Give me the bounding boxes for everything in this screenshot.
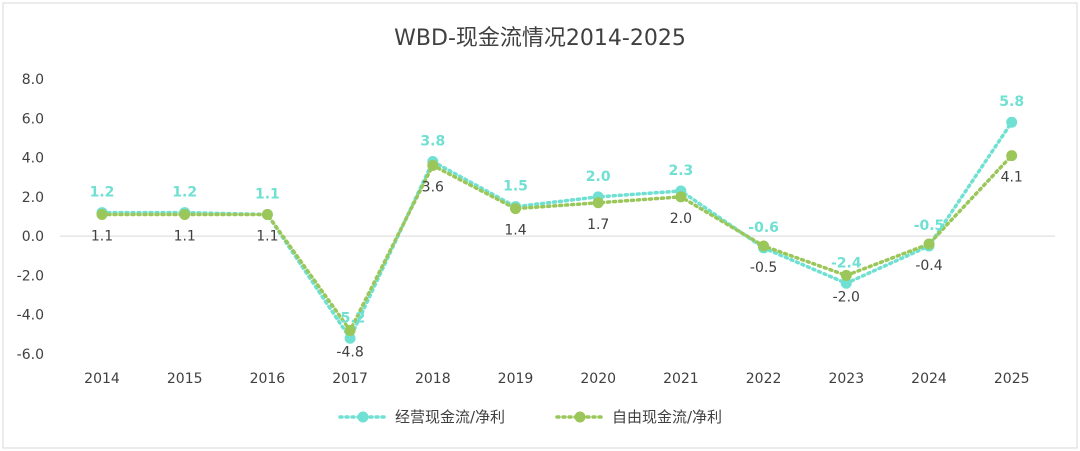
data-point <box>592 197 604 209</box>
data-label: 3.6 <box>422 179 444 195</box>
x-tick-label: 2016 <box>250 371 286 387</box>
data-label: -2.0 <box>833 289 860 305</box>
x-tick-label: 2015 <box>167 371 203 387</box>
x-tick-label: 2014 <box>84 371 120 387</box>
data-point <box>1006 150 1018 162</box>
x-tick-label: 2025 <box>994 371 1030 387</box>
series-line <box>100 153 1014 334</box>
data-label: 2.3 <box>668 163 693 179</box>
x-tick-label: 2021 <box>663 371 699 387</box>
data-point <box>840 269 852 281</box>
data-label: -0.5 <box>914 218 945 234</box>
x-tick-label: 2023 <box>828 371 864 387</box>
x-tick-label: 2017 <box>332 371 368 387</box>
y-tick-label: -6.0 <box>17 347 44 363</box>
data-point <box>179 209 191 221</box>
y-tick-label: 0.0 <box>22 229 44 245</box>
data-label: 4.1 <box>1001 170 1023 186</box>
data-label: 3.8 <box>420 134 445 150</box>
y-tick-label: 8.0 <box>22 72 44 88</box>
data-labels: 1.2 1.2 1.1 -5.2 3.8 1.5 2.0 2.3 -0.6 -2.4 -0.5 5.8… <box>90 94 1025 360</box>
x-tick-label: 2024 <box>911 371 947 387</box>
data-point <box>96 209 108 221</box>
data-label: -4.8 <box>336 344 363 360</box>
y-tick-label: 2.0 <box>22 190 44 206</box>
legend-item-1: 经营现金流/净利 <box>338 408 505 426</box>
data-label: 1.5 <box>503 179 528 195</box>
data-label: -0.5 <box>750 260 777 276</box>
series-2 <box>96 150 1018 336</box>
x-tick-label: 2020 <box>580 371 616 387</box>
data-label: -0.4 <box>915 258 942 274</box>
legend-label: 自由现金流/净利 <box>612 408 722 426</box>
data-label: -5.2 <box>335 310 366 326</box>
data-label: 2.0 <box>670 211 692 227</box>
axes: 8.0 6.0 4.0 2.0 0.0 -2.0 -4.0 -6.0 2014 2015 2016 2… <box>17 72 1055 387</box>
x-tick-label: 2019 <box>498 371 534 387</box>
data-label: 1.1 <box>174 229 196 245</box>
data-point <box>510 203 521 215</box>
y-tick-label: 6.0 <box>22 111 44 127</box>
legend-swatch-marker <box>574 411 586 423</box>
y-tick-label: -4.0 <box>17 308 44 324</box>
legend-swatch-marker <box>357 411 369 423</box>
y-tick-label: 4.0 <box>22 151 44 167</box>
legend-label: 经营现金流/净利 <box>395 408 505 426</box>
data-label: 1.2 <box>172 185 197 201</box>
data-label: 1.4 <box>504 223 526 239</box>
data-point <box>1006 116 1018 128</box>
data-label: 1.1 <box>256 229 278 245</box>
data-point <box>261 209 273 221</box>
data-label: 5.8 <box>999 94 1024 110</box>
data-label: -0.6 <box>748 220 779 236</box>
x-tick-label: 2018 <box>415 371 451 387</box>
legend-item-2: 自由现金流/净利 <box>555 408 722 426</box>
data-point <box>758 240 770 252</box>
x-tick-label: 2022 <box>746 371 782 387</box>
data-point <box>427 159 439 171</box>
data-point <box>344 324 356 336</box>
data-label: 2.0 <box>586 169 611 185</box>
data-label: 1.7 <box>587 217 609 233</box>
data-label: -2.4 <box>831 255 862 271</box>
chart-title: WBD-现金流情况2014-2025 <box>394 26 686 51</box>
y-tick-label: -2.0 <box>17 268 44 284</box>
data-point <box>344 332 356 344</box>
series-layer <box>96 116 1018 344</box>
data-point <box>923 238 935 250</box>
data-label: 1.1 <box>255 187 280 203</box>
data-label: 1.1 <box>91 229 113 245</box>
data-point <box>840 277 852 289</box>
legend: 经营现金流/净利 自由现金流/净利 <box>338 408 722 426</box>
data-point <box>675 191 687 203</box>
data-label: 1.2 <box>90 185 115 201</box>
